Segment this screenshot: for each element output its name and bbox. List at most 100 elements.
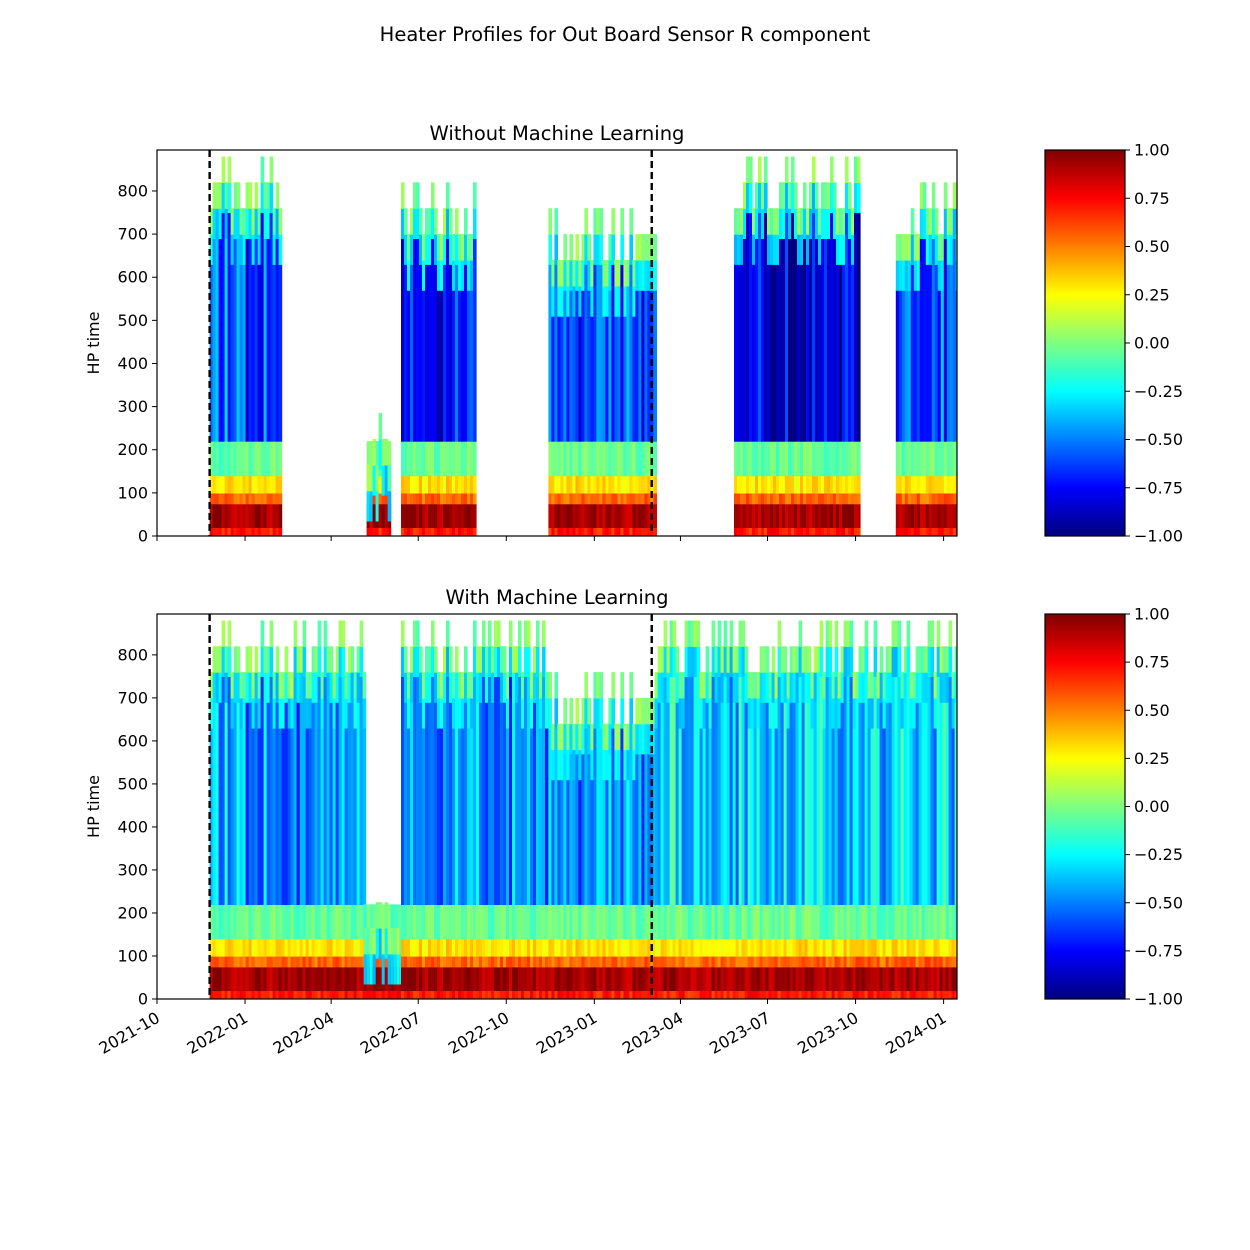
heatmap-cell — [209, 956, 214, 968]
heatmap-cell — [939, 966, 944, 991]
heatmap-cell — [476, 956, 480, 968]
heatmap-cell — [428, 264, 432, 442]
heatmap-cell — [910, 503, 915, 528]
heatmap-cell — [614, 527, 618, 536]
heatmap-cell — [687, 966, 692, 991]
heatmap-cell — [928, 441, 933, 477]
heatmap-cell — [455, 234, 459, 265]
heatmap-cell — [746, 441, 750, 477]
heatmap-cell — [833, 182, 837, 209]
heatmap-cell — [732, 646, 737, 673]
heatmap-cell — [452, 503, 456, 528]
heatmap-cell — [898, 441, 903, 477]
heatmap-cell — [945, 672, 950, 703]
heatmap-cell — [572, 475, 576, 494]
heatmap-cell — [215, 646, 220, 673]
heatmap-cell — [939, 938, 944, 957]
heatmap-cell — [350, 672, 355, 703]
heatmap-cell — [440, 904, 444, 940]
heatmap-cell — [743, 441, 747, 477]
heatmap-cell — [548, 966, 552, 991]
heatmap-cell — [870, 990, 875, 999]
heatmap-cell — [807, 966, 812, 991]
heatmap-cell — [858, 904, 863, 940]
heatmap-cell — [551, 527, 555, 536]
heatmap-cell — [590, 492, 594, 505]
heatmap-cell — [378, 966, 383, 991]
heatmap-cell — [904, 527, 909, 536]
heatmap-cell — [599, 672, 603, 699]
heatmap-cell — [215, 238, 220, 442]
heatmap-cell — [846, 904, 851, 940]
heatmap-cell — [907, 475, 912, 494]
y-tick-label: 100 — [117, 483, 148, 502]
heatmap-cell — [632, 492, 636, 505]
heatmap-cell — [455, 938, 459, 957]
heatmap-cell — [494, 904, 498, 940]
heatmap-cell — [894, 620, 899, 647]
heatmap-cell — [350, 646, 355, 673]
heatmap-cell — [224, 646, 229, 673]
heatmap-cell — [455, 904, 459, 940]
heatmap-cell — [359, 938, 364, 957]
heatmap-cell — [644, 956, 648, 968]
heatmap-cell — [949, 264, 954, 442]
heatmap-cell — [443, 702, 447, 905]
heatmap-cell — [428, 966, 432, 991]
heatmap-cell — [934, 475, 939, 494]
colorbar-tick-label: 1.00 — [1134, 141, 1170, 160]
heatmap-cell — [940, 290, 945, 442]
colorbar-tick-label: −0.50 — [1134, 430, 1183, 449]
heatmap-cell — [933, 956, 938, 968]
heatmap-cell — [864, 620, 869, 647]
heatmap-cell — [575, 290, 579, 442]
heatmap-cell — [641, 527, 645, 536]
heatmap-cell — [245, 956, 250, 968]
heatmap-cell — [900, 990, 905, 999]
heatmap-cell — [678, 697, 683, 729]
heatmap-cell — [263, 990, 268, 999]
heatmap-cell — [359, 956, 364, 968]
heatmap-cell — [798, 646, 803, 677]
heatmap-cell — [518, 966, 522, 991]
heatmap-cell — [915, 966, 920, 991]
heatmap-cell — [575, 503, 579, 528]
heatmap-segment — [209, 620, 367, 999]
heatmap-cell — [946, 527, 951, 536]
heatmap-cell — [548, 990, 552, 999]
heatmap-cell — [809, 182, 813, 209]
heatmap-cell — [807, 646, 812, 673]
heatmap-cell — [375, 527, 380, 536]
heatmap-cell — [951, 904, 956, 940]
heatmap-cell — [693, 938, 698, 957]
heatmap-cell — [263, 672, 268, 703]
panels: Without Machine Learning0100200300400500… — [84, 122, 1183, 1058]
heatmap-cell — [296, 938, 301, 957]
heatmap-cell — [470, 672, 474, 699]
heatmap-cell — [404, 990, 408, 999]
heatmap-cell — [551, 956, 555, 968]
heatmap-cell — [215, 702, 220, 905]
heatmap-cell — [761, 441, 765, 477]
heatmap-cell — [387, 904, 392, 940]
heatmap-cell — [837, 697, 842, 729]
heatmap-cell — [425, 441, 429, 477]
heatmap-cell — [384, 527, 389, 536]
heatmap-cell — [287, 938, 292, 957]
heatmap-cell — [518, 990, 522, 999]
heatmap-cell — [741, 938, 746, 957]
heatmap-segment — [401, 182, 477, 536]
heatmap-cell — [635, 938, 639, 957]
heatmap-cell — [782, 182, 786, 209]
heatmap-cell — [548, 264, 552, 442]
heatmap-cell — [936, 620, 941, 647]
heatmap-cell — [545, 728, 549, 905]
heatmap-cell — [458, 441, 462, 477]
heatmap-cell — [825, 904, 830, 940]
heatmap-cell — [855, 697, 860, 729]
heatmap-cell — [584, 475, 588, 494]
heatmap-cell — [854, 475, 858, 494]
heatmap-cell — [485, 966, 489, 991]
heatmap-cell — [755, 475, 759, 494]
heatmap-cell — [260, 956, 265, 968]
